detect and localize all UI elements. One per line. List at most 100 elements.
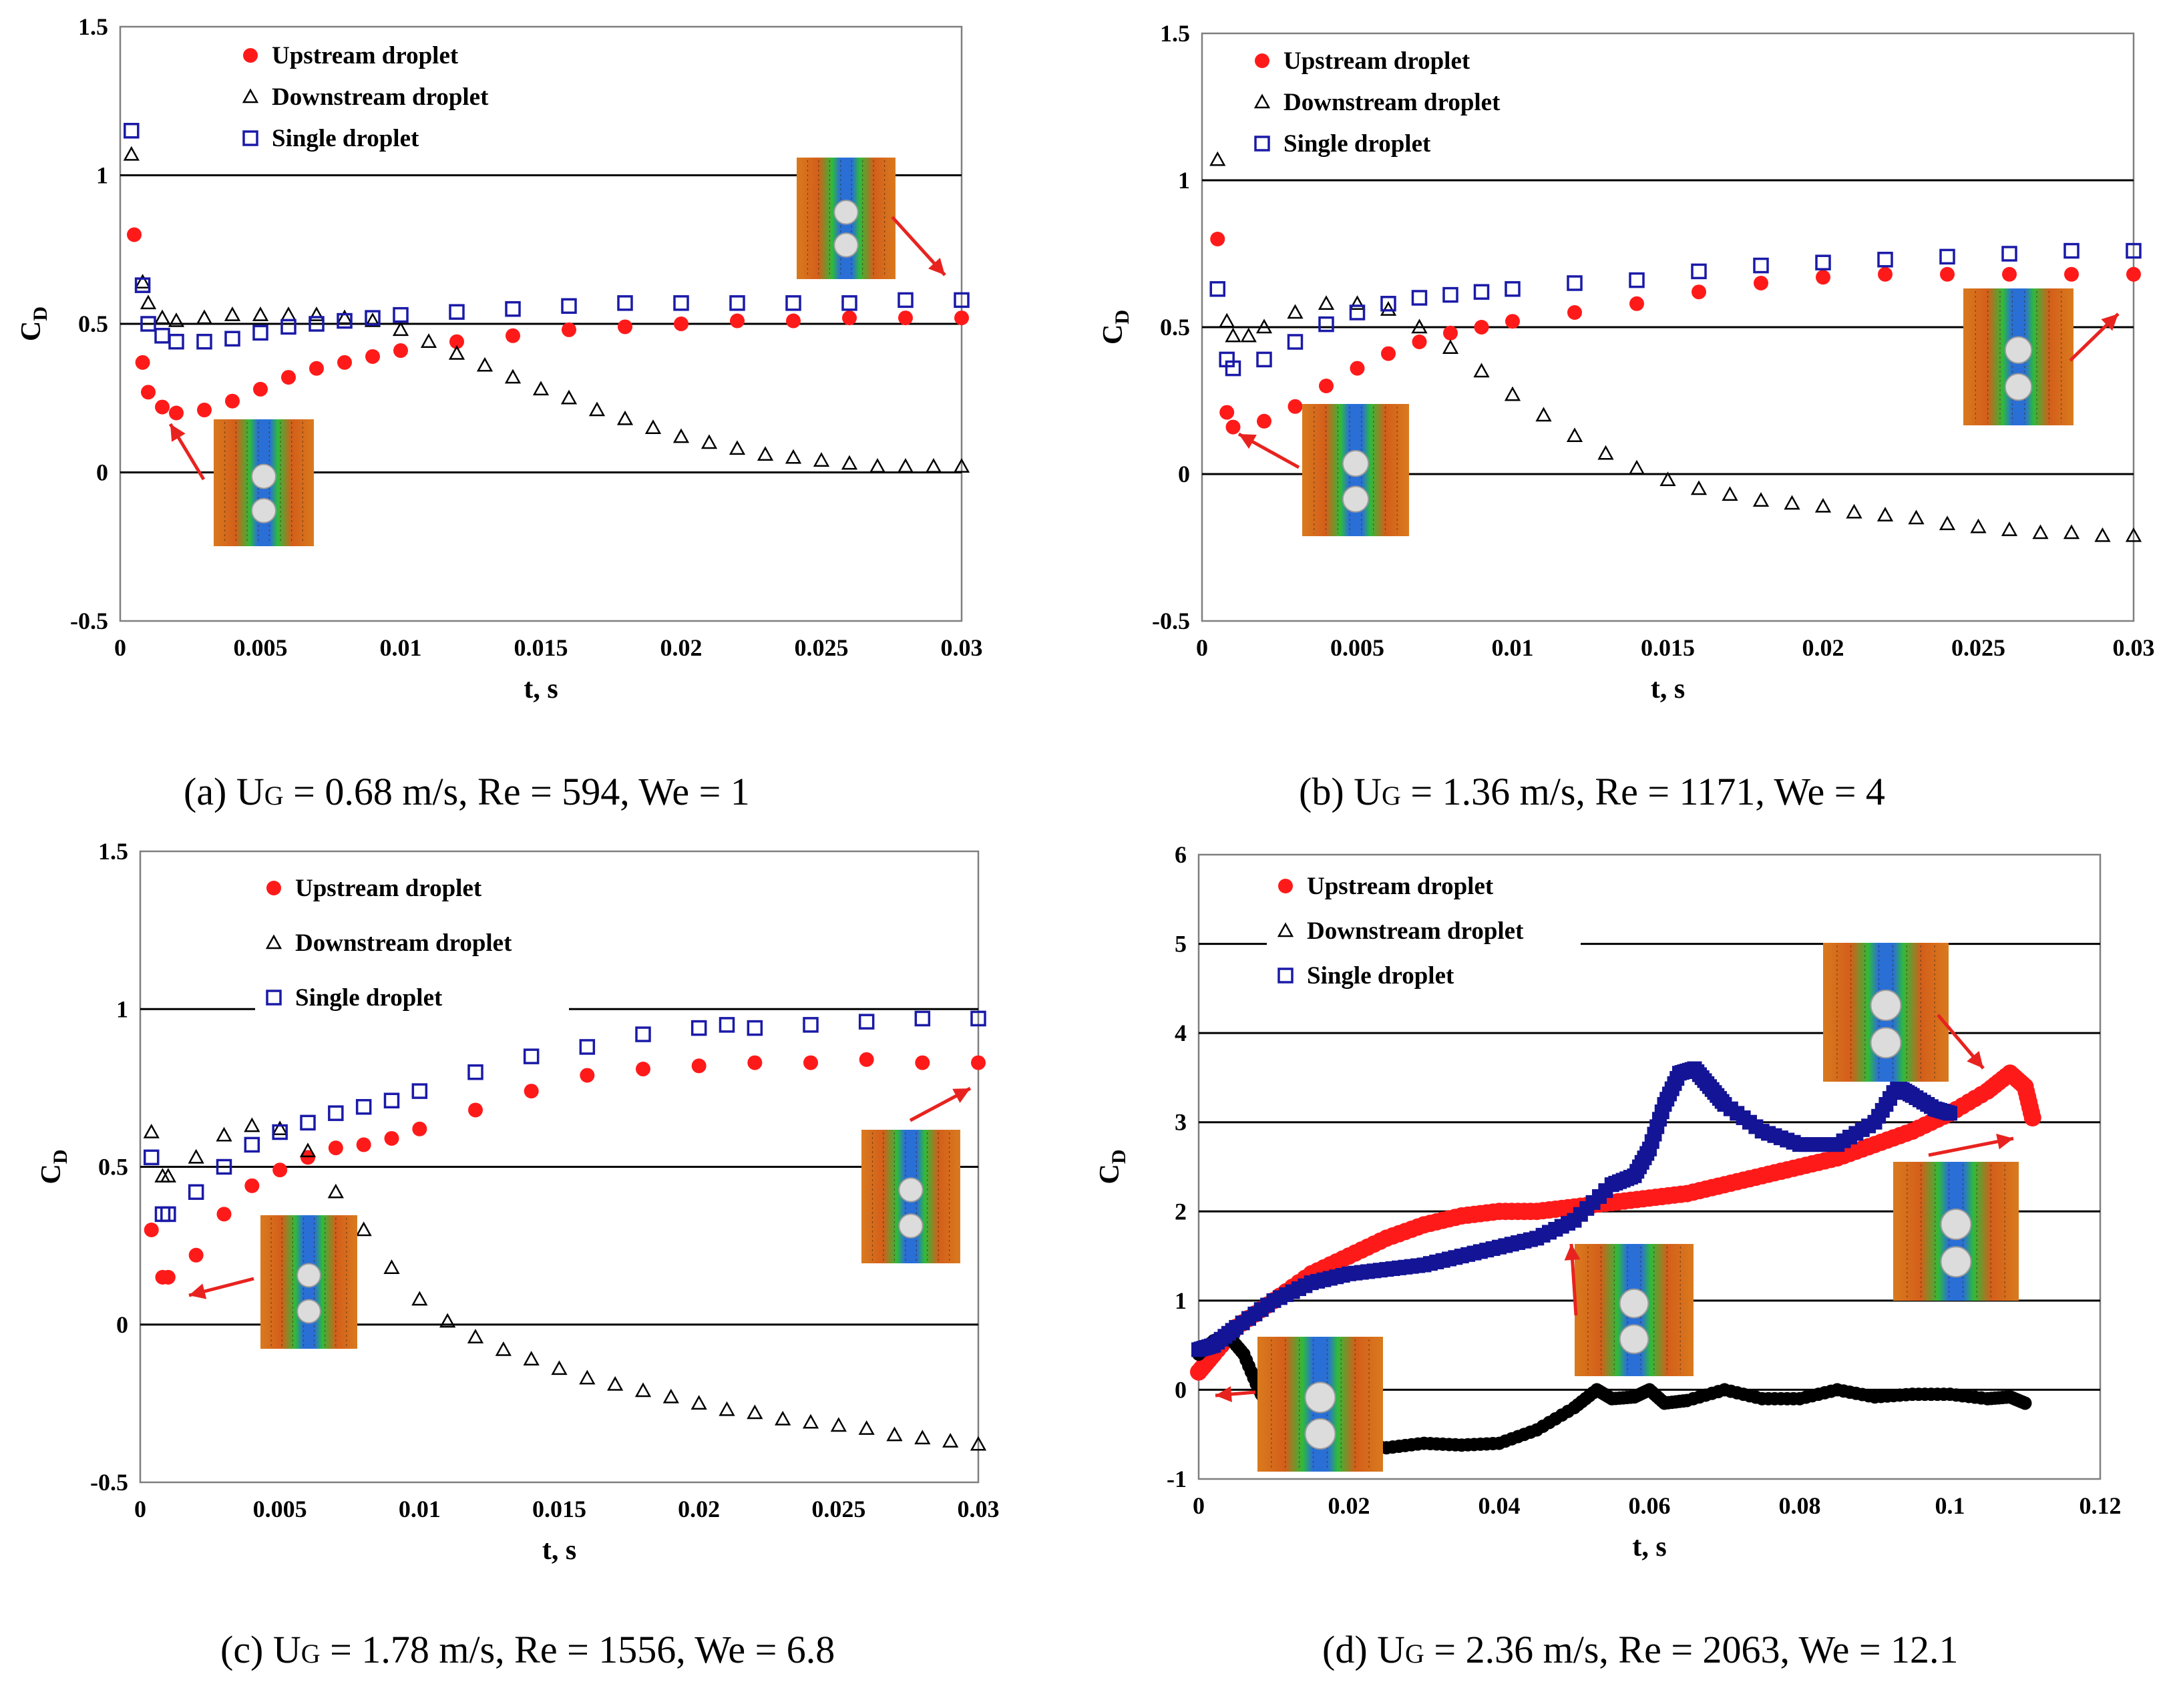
data-point-triangle (2032, 524, 2049, 540)
data-point-circle (506, 328, 520, 343)
y-tick-label: 1.5 (98, 838, 128, 865)
data-point-square (355, 1098, 372, 1115)
legend-label: Downstream droplet (1307, 917, 1524, 945)
data-point-circle (144, 1223, 159, 1237)
x-tick-label: 0.04 (1478, 1492, 1521, 1519)
data-point-triangle (272, 1120, 288, 1136)
data-point-circle (2002, 266, 2017, 282)
data-point-square (579, 1039, 596, 1055)
data-point-triangle (532, 381, 550, 396)
inset-droplet-downstream (1342, 485, 1370, 513)
data-point-square (505, 301, 521, 317)
series-triangle-a (123, 146, 970, 473)
x-tick-label: 0.02 (1802, 634, 1844, 661)
series-square-b (1209, 242, 2142, 377)
data-point-circle (562, 322, 576, 337)
x-axis-label: t, s (542, 1535, 576, 1566)
data-point-triangle (1970, 518, 1987, 533)
y-tick-label: 0 (1178, 461, 1190, 487)
data-point-circle (2064, 266, 2079, 282)
data-point-triangle (644, 419, 662, 434)
legend-label: Upstream droplet (1307, 873, 1494, 900)
data-point-square (2063, 242, 2080, 259)
legend-marker (1253, 93, 1271, 109)
caption-subscript: G (301, 1639, 321, 1669)
data-point-circle (636, 1062, 650, 1077)
data-point-triangle (467, 1329, 484, 1343)
data-point-square (365, 310, 381, 326)
data-point-square (1349, 304, 1366, 321)
data-point-triangle (1876, 507, 1894, 521)
data-point-triangle (634, 1382, 652, 1398)
y-tick-label: -0.5 (90, 1469, 128, 1496)
y-axis-label-subscript: D (1108, 1149, 1130, 1164)
y-axis-label: CD (1095, 1149, 1130, 1184)
flow-snapshot-c-0 (188, 1215, 357, 1349)
data-point-circle (674, 316, 688, 331)
data-point-triangle (1219, 312, 1235, 328)
data-point-square (617, 295, 633, 311)
data-point-triangle (719, 1401, 735, 1416)
y-axis-label-main: C (1095, 1164, 1125, 1184)
legend-label: Downstream droplet (1283, 89, 1501, 116)
data-point-circle (225, 393, 240, 409)
legend-marker (242, 130, 258, 146)
data-point-triangle (2125, 527, 2142, 542)
data-point-triangle (914, 1430, 931, 1445)
data-point-triangle (869, 458, 886, 473)
inset-droplet-upstream (2004, 336, 2033, 365)
series-circle-a (127, 227, 969, 421)
legend-marker (1277, 968, 1294, 984)
data-point-square (954, 292, 970, 308)
data-point-square (467, 1064, 483, 1080)
y-tick-label: 1 (96, 162, 108, 189)
caption-parameters: = 0.68 m/s, Re = 594, We = 1 (284, 770, 750, 813)
legend-marker (265, 934, 282, 949)
pointer-arrowhead (1996, 1133, 2013, 1150)
legend-marker (243, 48, 258, 63)
data-point-triangle (551, 1360, 568, 1375)
data-point-square (1287, 334, 1304, 350)
pointer-arrowhead (1564, 1244, 1581, 1261)
data-point-square (1753, 257, 1769, 274)
data-point-triangle (588, 401, 606, 417)
data-point-triangle (383, 1259, 400, 1274)
data-point-triangle (560, 389, 578, 405)
data-point-circle (253, 381, 268, 397)
data-point-circle (1629, 296, 1644, 311)
data-point-square (635, 1026, 651, 1042)
inset-droplet-downstream (1304, 1418, 1336, 1450)
data-point-square (1939, 248, 1955, 265)
y-tick-label: 0.5 (1160, 314, 1190, 341)
data-point-triangle (2063, 524, 2080, 540)
data-point-triangle (308, 306, 325, 321)
data-point-triangle (1752, 492, 1770, 507)
data-point-triangle (134, 274, 151, 288)
data-point-square (411, 1083, 428, 1099)
inset-droplet-downstream (251, 497, 276, 523)
data-point-circle (141, 385, 156, 400)
y-axis-label-subscript: D (49, 1149, 71, 1164)
y-tick-label: 0.5 (98, 1154, 128, 1181)
data-point-square (523, 1048, 540, 1064)
data-point-triangle (1597, 445, 1614, 460)
data-point-square (1567, 275, 1583, 291)
y-tick-label: 1 (1175, 1287, 1187, 1314)
x-tick-label: 0.025 (811, 1496, 865, 1522)
x-tick-label: 0.1 (1935, 1492, 1965, 1519)
data-point-square (196, 333, 212, 350)
data-point-triangle (224, 306, 241, 321)
data-point-triangle (775, 1410, 791, 1426)
y-tick-label: 1.5 (1160, 20, 1190, 47)
flow-snapshot-d-2 (1823, 943, 1985, 1082)
legend-box (1267, 867, 1581, 995)
data-point-triangle (1690, 480, 1708, 495)
data-point-triangle (495, 1341, 512, 1356)
legend-box (1243, 42, 1557, 160)
data-point-square (272, 1124, 288, 1140)
legend-label: Downstream droplet (295, 929, 512, 957)
data-point-circle (1412, 335, 1427, 349)
data-point-triangle (802, 1414, 819, 1429)
series-square-a (124, 123, 970, 350)
